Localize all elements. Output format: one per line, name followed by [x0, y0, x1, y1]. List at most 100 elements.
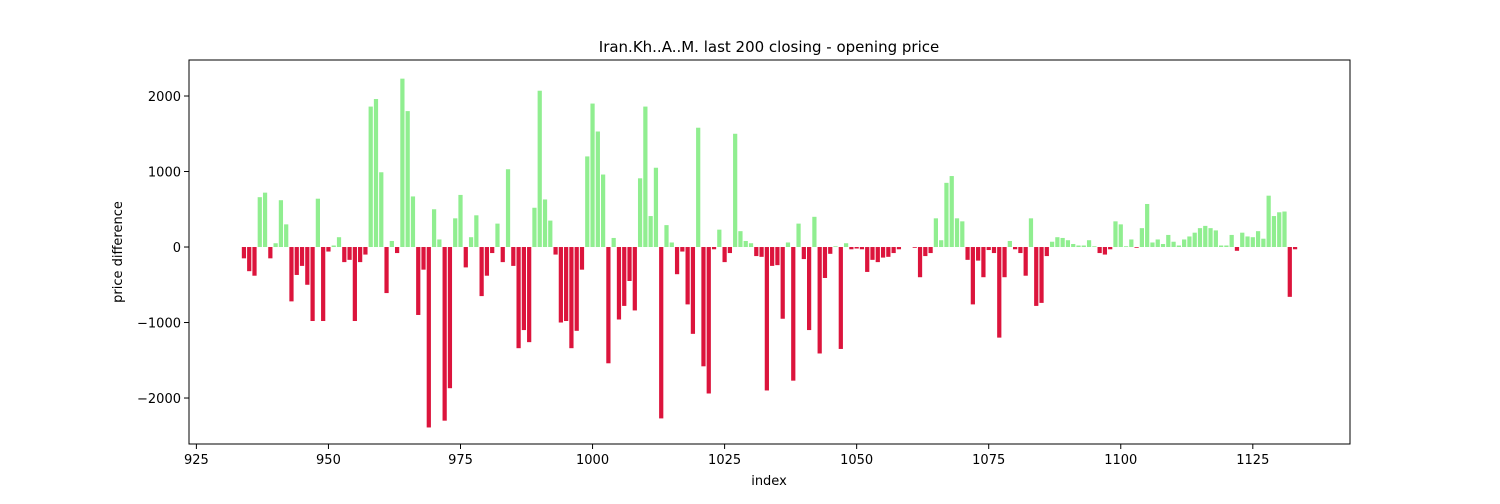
bar [1219, 245, 1224, 248]
bar [653, 167, 659, 248]
bar [495, 223, 500, 248]
bar [1118, 224, 1123, 248]
bar [1028, 218, 1034, 248]
bar [1092, 246, 1097, 248]
bar [537, 90, 542, 248]
bar [611, 237, 616, 248]
bar [701, 247, 706, 367]
bar [875, 247, 880, 263]
bar [949, 176, 954, 248]
bar [1102, 247, 1108, 255]
bar [1097, 247, 1102, 254]
bar [1271, 216, 1277, 248]
bar [743, 240, 748, 248]
bar [1187, 236, 1192, 248]
bar [384, 247, 389, 294]
x-tick-label: 950 [316, 453, 341, 468]
bar [490, 247, 495, 254]
y-tick-label: −2000 [137, 392, 181, 407]
bar [1044, 247, 1049, 257]
bar [358, 247, 363, 263]
bar [405, 111, 410, 248]
bar [859, 247, 865, 250]
bar [241, 247, 247, 259]
bar [595, 131, 600, 248]
bar [865, 247, 870, 272]
bar [965, 247, 970, 260]
bar [727, 247, 732, 254]
bar [252, 247, 257, 276]
bar [759, 247, 764, 257]
bar [801, 247, 806, 260]
bar [770, 247, 775, 266]
bar [637, 178, 643, 248]
bar [812, 216, 817, 248]
bar [896, 247, 902, 250]
bar [680, 247, 685, 252]
bar [733, 133, 738, 248]
bar [453, 218, 458, 248]
bar [1245, 236, 1250, 248]
bar [521, 247, 526, 331]
bar [1166, 234, 1171, 248]
bar [1160, 243, 1166, 248]
bar [400, 78, 405, 248]
bar [363, 247, 368, 255]
bar [685, 247, 690, 305]
bar [247, 247, 252, 272]
bar [817, 247, 822, 354]
bar [257, 197, 262, 248]
bar [632, 247, 637, 311]
bar [696, 127, 701, 248]
bar [754, 247, 759, 257]
bar [511, 247, 516, 266]
bar [1129, 239, 1134, 248]
bar [1292, 247, 1298, 250]
bar [828, 247, 833, 254]
bar [389, 240, 394, 248]
bar [674, 247, 680, 275]
bar [616, 247, 622, 320]
bar [606, 247, 611, 364]
bar [336, 237, 342, 248]
bar [574, 247, 579, 331]
bar [579, 247, 585, 270]
bar [458, 194, 463, 248]
bar [854, 247, 859, 249]
bar [569, 247, 574, 349]
bar [1108, 247, 1113, 250]
bar [1113, 221, 1118, 248]
bar [1224, 245, 1229, 248]
bar [294, 247, 299, 275]
bar [1197, 228, 1203, 248]
bar [807, 247, 812, 331]
bar [564, 247, 569, 322]
bar [410, 196, 416, 248]
bar [917, 247, 923, 278]
bar [1023, 247, 1028, 276]
bar [442, 247, 447, 421]
bar [738, 231, 743, 248]
bar [542, 199, 548, 248]
bar [262, 192, 268, 248]
bar [991, 247, 997, 254]
bar [331, 245, 336, 248]
bar [1018, 247, 1023, 254]
bar [1060, 237, 1065, 248]
bar [468, 237, 474, 248]
bar [1229, 234, 1234, 248]
bar [505, 169, 511, 248]
bar [289, 247, 294, 302]
bar [278, 200, 284, 248]
bar [1081, 245, 1086, 248]
chart-title: Iran.Kh..A..M. last 200 closing - openin… [599, 38, 939, 56]
bar [1182, 239, 1187, 248]
y-tick-label: −1000 [137, 317, 181, 332]
bar [912, 247, 917, 248]
bar [622, 247, 627, 306]
y-tick-label: 1000 [148, 166, 181, 181]
bar [939, 240, 944, 248]
bar [954, 218, 960, 248]
bar [717, 229, 722, 248]
